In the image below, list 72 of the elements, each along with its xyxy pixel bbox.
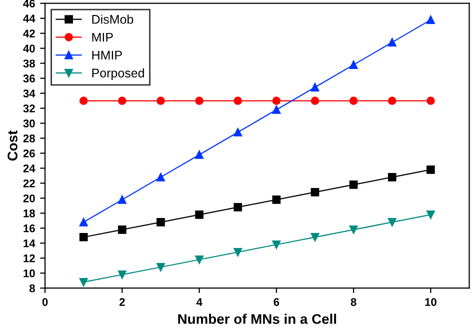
point	[195, 96, 204, 105]
point	[272, 96, 281, 105]
point	[310, 232, 320, 242]
point	[156, 262, 165, 272]
point	[118, 196, 126, 204]
y-tick-label: 34	[23, 90, 36, 98]
point	[349, 60, 358, 69]
point	[426, 96, 435, 105]
point	[156, 96, 165, 105]
point	[118, 225, 126, 234]
y-tick-label: 32	[23, 104, 35, 112]
x-tick-label: 6	[274, 298, 280, 306]
y-tick-label: 30	[23, 120, 35, 128]
point	[426, 16, 435, 24]
y-tick-label: 14	[24, 240, 36, 248]
y-tick-label: 12	[24, 254, 35, 262]
point	[388, 218, 396, 226]
y-tick-label: 24	[23, 164, 36, 172]
y-tick-label: 22	[23, 179, 35, 188]
point	[272, 196, 281, 204]
y-tick-label: 18	[24, 209, 35, 218]
point	[234, 128, 242, 136]
point	[272, 240, 281, 249]
point	[272, 106, 281, 114]
point	[426, 210, 435, 219]
point	[156, 218, 165, 226]
point	[234, 96, 242, 105]
point	[234, 203, 242, 212]
y-tick-label: 44	[23, 14, 36, 22]
point	[156, 173, 165, 182]
y-tick-label: 20	[23, 194, 35, 202]
point	[388, 173, 396, 182]
legend-label: MIP	[92, 32, 113, 42]
point	[118, 270, 126, 279]
x-tick-label: 10	[425, 298, 436, 306]
y-tick-label: 40	[23, 44, 35, 52]
point	[426, 166, 435, 174]
point	[79, 232, 88, 242]
y-tick-label: 46	[23, 0, 35, 8]
point	[349, 96, 358, 105]
y-tick-label: 38	[23, 60, 35, 68]
point	[349, 180, 358, 189]
point	[79, 96, 88, 105]
point	[195, 255, 204, 264]
legend-label: DisMob	[92, 14, 134, 24]
point	[310, 188, 320, 196]
point	[79, 218, 88, 226]
point	[388, 96, 396, 105]
x-tick-label: 8	[350, 298, 356, 306]
y-tick-label: 8	[29, 284, 35, 292]
x-axis-title: Number of MNs in a Cell	[178, 314, 336, 324]
x-tick-label: 2	[119, 298, 125, 306]
y-tick-label: 26	[23, 149, 35, 158]
y-tick-label: 10	[24, 269, 35, 278]
legend-label: HMIP	[92, 50, 122, 60]
y-tick-label: 16	[24, 224, 35, 232]
x-tick-label: 4	[196, 298, 202, 306]
point	[234, 248, 242, 256]
legend-label: Porposed	[92, 68, 144, 80]
point	[310, 96, 320, 105]
y-tick-label: 28	[23, 134, 35, 142]
y-tick-label: 42	[23, 30, 35, 38]
y-tick-label: 36	[23, 74, 35, 82]
point	[195, 150, 204, 159]
point	[349, 225, 358, 234]
point	[388, 38, 396, 46]
y-axis-title: Cost	[8, 130, 18, 161]
point	[118, 96, 126, 105]
point	[79, 278, 88, 286]
point	[310, 83, 320, 92]
point	[195, 210, 204, 219]
x-tick-label: 0	[42, 298, 48, 306]
